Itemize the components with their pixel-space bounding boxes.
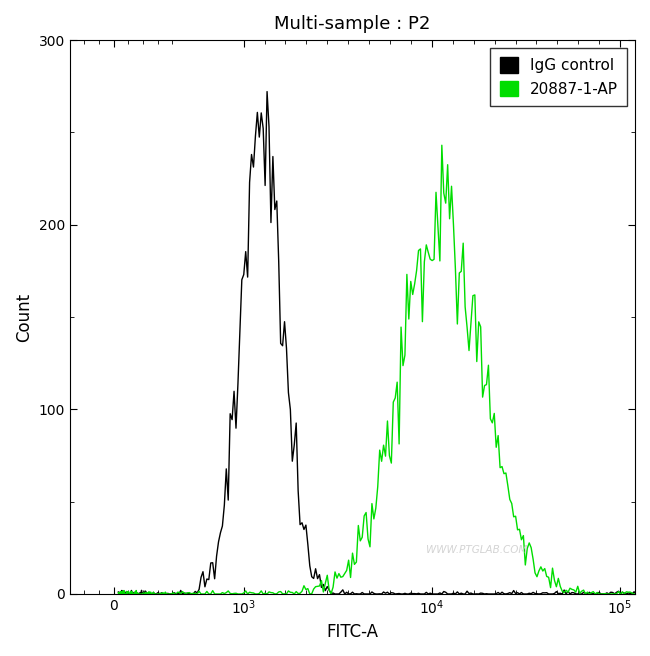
- IgG control: [389, 589, 397, 597]
- Text: WWW.PTGLAB.COM: WWW.PTGLAB.COM: [426, 545, 527, 555]
- X-axis label: FITC-A: FITC-A: [326, 623, 378, 641]
- Line: IgG control: IgG control: [118, 92, 638, 594]
- Line: 20887-1-AP: 20887-1-AP: [118, 145, 638, 594]
- 20887-1-AP: [114, 588, 122, 596]
- 20887-1-AP: [634, 589, 642, 597]
- Y-axis label: Count: Count: [15, 293, 33, 342]
- IgG control: [114, 588, 122, 596]
- Legend: IgG control, 20887-1-AP: IgG control, 20887-1-AP: [491, 48, 627, 106]
- IgG control: [115, 590, 123, 598]
- 20887-1-AP: [387, 459, 395, 467]
- 20887-1-AP: [350, 560, 358, 568]
- IgG control: [352, 590, 360, 598]
- 20887-1-AP: [368, 500, 376, 508]
- 20887-1-AP: [523, 544, 531, 552]
- Title: Multi-sample : P2: Multi-sample : P2: [274, 15, 430, 33]
- IgG control: [254, 108, 261, 116]
- IgG control: [370, 590, 378, 598]
- 20887-1-AP: [115, 590, 123, 598]
- IgG control: [263, 88, 271, 96]
- 20887-1-AP: [438, 141, 446, 149]
- IgG control: [634, 588, 642, 596]
- 20887-1-AP: [254, 590, 261, 598]
- IgG control: [463, 587, 471, 595]
- IgG control: [523, 590, 531, 598]
- 20887-1-AP: [463, 323, 471, 331]
